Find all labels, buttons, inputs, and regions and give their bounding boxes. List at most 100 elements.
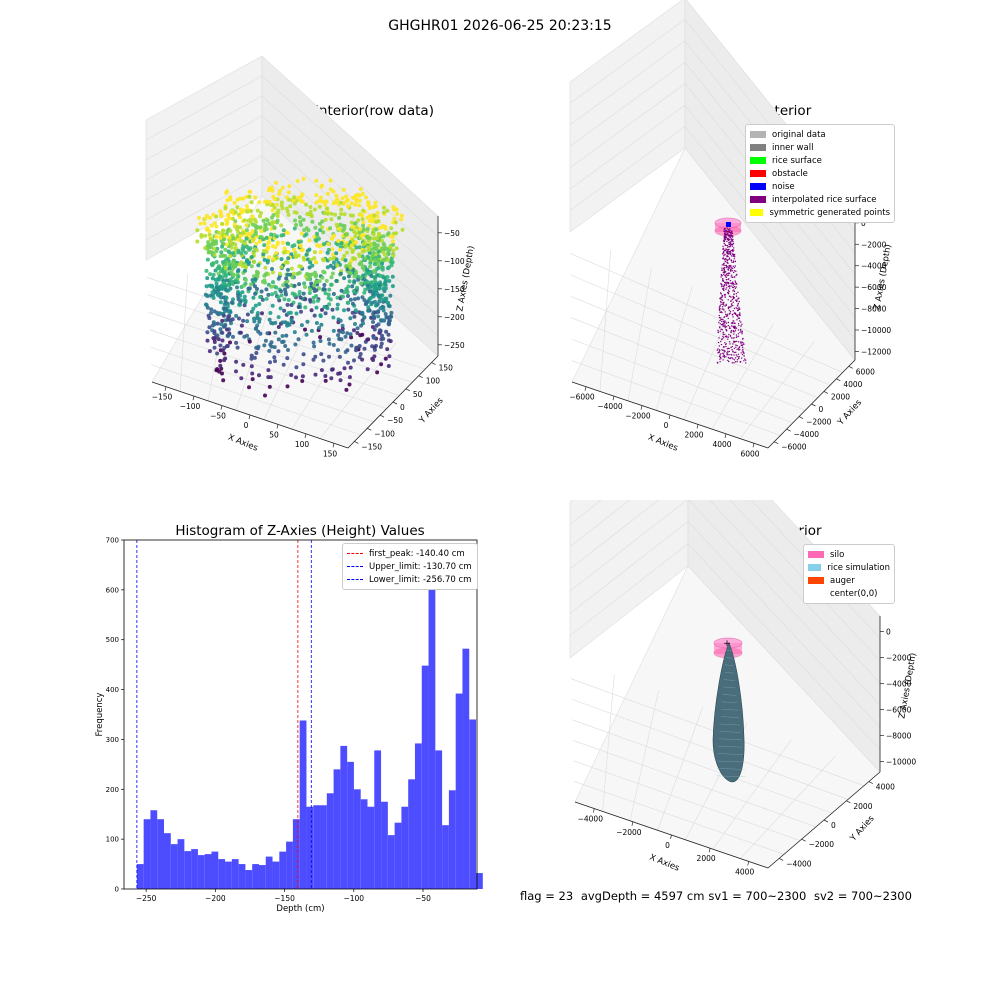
p2-data-point [733,341,735,344]
p1-data-point [286,212,291,217]
p1-data-point [276,325,281,329]
p1-data-point [334,251,339,256]
legend-label: auger [830,575,855,586]
legend-label: rice surface [772,155,822,166]
p1-data-point [243,277,248,282]
p2-z-tick-label: 0 [861,219,866,228]
p1-data-point [226,334,231,338]
p1-data-point [214,241,219,246]
p2-data-point [721,338,723,340]
p1-data-point [285,323,290,328]
p1-data-point [216,230,221,235]
p1-data-point [360,295,365,300]
p1-data-point [329,236,334,241]
p1-data-point [220,348,225,353]
p2-data-point [724,305,726,307]
p1-data-point [244,236,249,241]
p1-data-point [223,287,228,292]
p1-data-point [296,305,301,309]
p1-data-point [383,279,388,284]
p1-data-point [378,280,383,285]
p1-data-point [240,264,245,269]
legend-label: interpolated rice surface [772,194,877,205]
p1-data-point [390,284,395,289]
p4-mesh-line [723,686,736,689]
p2-data-point [722,334,724,336]
legend-entry: inner wall [750,141,890,154]
p2-data-point [737,291,739,293]
p2-data-point [731,245,734,247]
p1-data-point [253,284,257,289]
p1-data-point [335,306,340,311]
p1-data-point [340,326,345,331]
p1-data-point [293,218,298,223]
p1-data-point [299,248,304,253]
p1-data-point [326,292,331,297]
p2-data-point [721,284,723,286]
p1-data-point [272,345,277,350]
p1-data-point [330,247,335,252]
p4-z-tick-label: −8000 [886,732,912,741]
p1-data-point [235,345,240,350]
sv1-text: sv1 = 700~2300 [708,889,807,903]
p1-data-point [198,221,203,226]
p1-data-point [392,216,397,221]
p1-data-point [311,357,316,362]
p2-data-point [722,248,724,250]
p1-data-point [243,300,248,305]
p1-data-point [225,229,230,234]
p1-data-point [335,302,340,307]
p2-data-point [720,276,722,278]
p2-data-point [722,308,724,310]
p1-data-point [267,255,272,260]
p2-data-point [725,356,727,358]
p1-data-point [209,307,214,312]
p1-data-point [238,207,243,212]
p1-data-point [318,314,323,319]
p2-y-tick-label: −6000 [781,443,807,452]
p1-data-point [387,318,392,323]
p1-data-point [264,271,269,276]
p2-data-point [724,350,726,352]
p2-y-tick-label: 0 [819,405,824,414]
p1-data-point [303,327,307,332]
p1-data-point [343,350,348,354]
p1-data-point [338,318,343,323]
p2-data-point [731,240,733,242]
p1-data-point [380,238,385,243]
p1-data-point [326,247,331,252]
p1-data-point [258,295,263,299]
p4-z-tick-label: −2000 [886,654,912,663]
p1-data-point [331,189,336,194]
p2-data-point [720,318,722,321]
p1-data-point [218,363,223,368]
p2-data-point [733,258,735,260]
p1-data-point [371,269,376,274]
legend-entry: auger [808,574,890,587]
p1-data-point [360,254,365,259]
legend-label: Upper_limit: -130.70 cm [369,561,472,572]
p1-data-point [359,233,364,238]
p1-data-point [391,205,396,209]
p1-data-point [253,277,258,282]
p1-data-point [345,250,349,255]
p1-data-point [357,310,362,315]
p1-data-point [386,257,391,262]
p1-data-point [352,328,356,333]
p1-data-point [386,231,391,236]
p1-data-point [218,254,223,259]
p1-data-point [345,331,350,336]
p1-data-point [328,297,333,302]
p4-grid [602,674,615,812]
p1-data-point [329,282,334,287]
p1-data-point [364,301,369,306]
hist-bar [442,825,449,889]
p2-data-point [736,305,739,307]
p2-xlabel: X Axies [646,433,679,454]
p1-data-point [319,352,324,357]
p1-data-point [314,321,319,325]
p1-data-point [218,358,223,363]
p1-data-point [331,256,336,261]
p1-data-point [224,273,228,277]
p1-data-point [262,243,267,248]
